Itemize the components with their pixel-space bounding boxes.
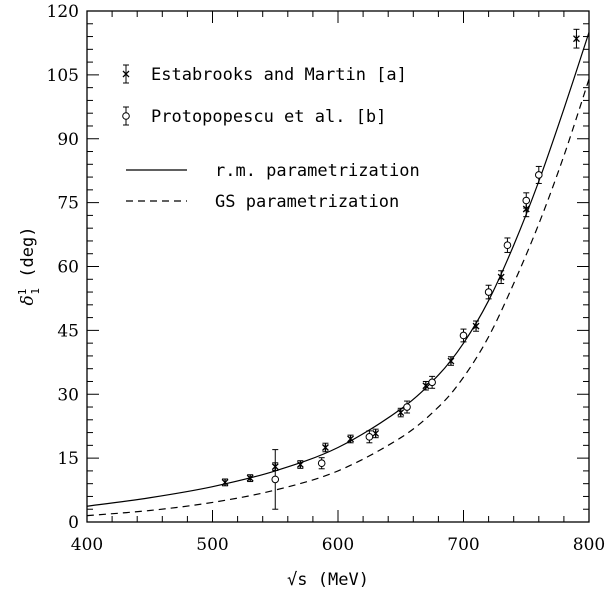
point-estabrooks-and-martin-a xyxy=(246,474,254,483)
point-protopopescu-et-al-b xyxy=(503,237,512,253)
point-estabrooks-and-martin-a xyxy=(497,270,505,285)
marker-star xyxy=(321,443,329,451)
x-tick-label: 400 xyxy=(71,535,103,555)
y-axis-title-symbol: δ xyxy=(18,295,38,305)
y-tick-label: 15 xyxy=(57,449,79,469)
curve-r-m-parametrization xyxy=(87,32,589,507)
point-protopopescu-et-al-b xyxy=(535,165,543,184)
marker-circle xyxy=(503,241,512,250)
curves xyxy=(87,32,589,517)
x-axis-title: √s (MeV) xyxy=(287,570,369,590)
y-tick-label: 120 xyxy=(47,2,79,22)
legend-item-gs-parametrization: GS parametrization xyxy=(126,192,399,212)
legend-label: r.m. parametrization xyxy=(215,161,420,181)
marker-circle xyxy=(403,403,411,411)
axis-ticks xyxy=(86,10,590,523)
marker-circle xyxy=(317,459,326,468)
point-protopopescu-et-al-b xyxy=(317,457,326,470)
marker-star xyxy=(221,478,229,486)
marker-star xyxy=(372,429,380,437)
plot-border xyxy=(86,10,590,523)
marker-circle xyxy=(365,433,374,441)
legend-label: Estabrooks and Martin [a] xyxy=(151,65,407,85)
x-tick-label: 600 xyxy=(322,535,354,555)
marker-star xyxy=(497,273,505,281)
point-protopopescu-et-al-b xyxy=(484,284,493,300)
x-tick-label: 800 xyxy=(573,535,605,555)
point-estabrooks-and-martin-a xyxy=(321,442,329,453)
marker-star xyxy=(296,461,304,469)
point-estabrooks-and-martin-a xyxy=(472,320,480,332)
y-axis-title-unit: (deg) xyxy=(18,227,38,288)
marker-circle xyxy=(522,196,531,205)
point-protopopescu-et-al-b xyxy=(403,400,411,414)
point-estabrooks-and-martin-a xyxy=(572,28,580,49)
legend-marker-star xyxy=(122,70,130,78)
curve-gs-parametrization xyxy=(87,78,589,517)
y-axis-title: δ11 (deg) xyxy=(16,227,42,306)
marker-star xyxy=(347,435,355,443)
marker-star xyxy=(397,409,405,417)
point-protopopescu-et-al-b xyxy=(365,430,374,444)
legend-item-r-m-parametrization: r.m. parametrization xyxy=(126,161,420,181)
point-protopopescu-et-al-b xyxy=(459,328,468,343)
y-tick-label: 45 xyxy=(57,321,79,341)
point-estabrooks-and-martin-a xyxy=(221,478,229,487)
point-estabrooks-and-martin-a xyxy=(372,428,380,439)
marker-circle xyxy=(459,331,468,340)
point-protopopescu-et-al-b xyxy=(271,449,280,510)
legend-item-estabrooks-and-martin-a: Estabrooks and Martin [a] xyxy=(122,64,407,85)
legend: Estabrooks and Martin [a] Protopopescu et… xyxy=(122,64,420,212)
legend-label: GS parametrization xyxy=(215,192,399,212)
marker-circle xyxy=(535,171,543,179)
marker-star xyxy=(447,357,455,365)
y-tick-label: 105 xyxy=(47,66,79,86)
point-protopopescu-et-al-b xyxy=(428,375,436,389)
marker-star xyxy=(422,382,430,390)
legend-marker-circle xyxy=(122,112,130,120)
x-tick-label: 500 xyxy=(196,535,228,555)
marker-star xyxy=(246,474,254,482)
point-estabrooks-and-martin-a xyxy=(347,434,355,444)
marker-star xyxy=(572,35,580,43)
y-tick-label: 60 xyxy=(57,258,79,278)
legend-item-protopopescu-et-al-b: Protopopescu et al. [b] xyxy=(122,106,386,127)
y-tick-label: 90 xyxy=(57,130,79,150)
y-axis-title-sub: 1 xyxy=(29,288,42,295)
axis-tick-labels: 400 500 600 700 800 0 15 30 45 60 75 90 105 120 xyxy=(47,2,605,555)
y-tick-label: 30 xyxy=(57,385,79,405)
marker-star xyxy=(472,322,480,330)
y-tick-label: 0 xyxy=(68,513,79,533)
point-estabrooks-and-martin-a xyxy=(397,407,405,418)
legend-label: Protopopescu et al. [b] xyxy=(151,107,386,127)
data-points xyxy=(221,28,580,510)
point-protopopescu-et-al-b xyxy=(522,192,531,209)
x-tick-label: 700 xyxy=(447,535,479,555)
marker-circle xyxy=(428,378,436,387)
marker-circle xyxy=(271,475,280,484)
y-axis-title-sup: 1 xyxy=(16,289,29,296)
marker-circle xyxy=(484,288,493,296)
y-tick-label: 75 xyxy=(57,194,79,214)
point-estabrooks-and-martin-a xyxy=(422,380,430,391)
plot-frame xyxy=(86,10,590,523)
point-estabrooks-and-martin-a xyxy=(447,356,455,366)
point-estabrooks-and-martin-a xyxy=(296,460,304,469)
